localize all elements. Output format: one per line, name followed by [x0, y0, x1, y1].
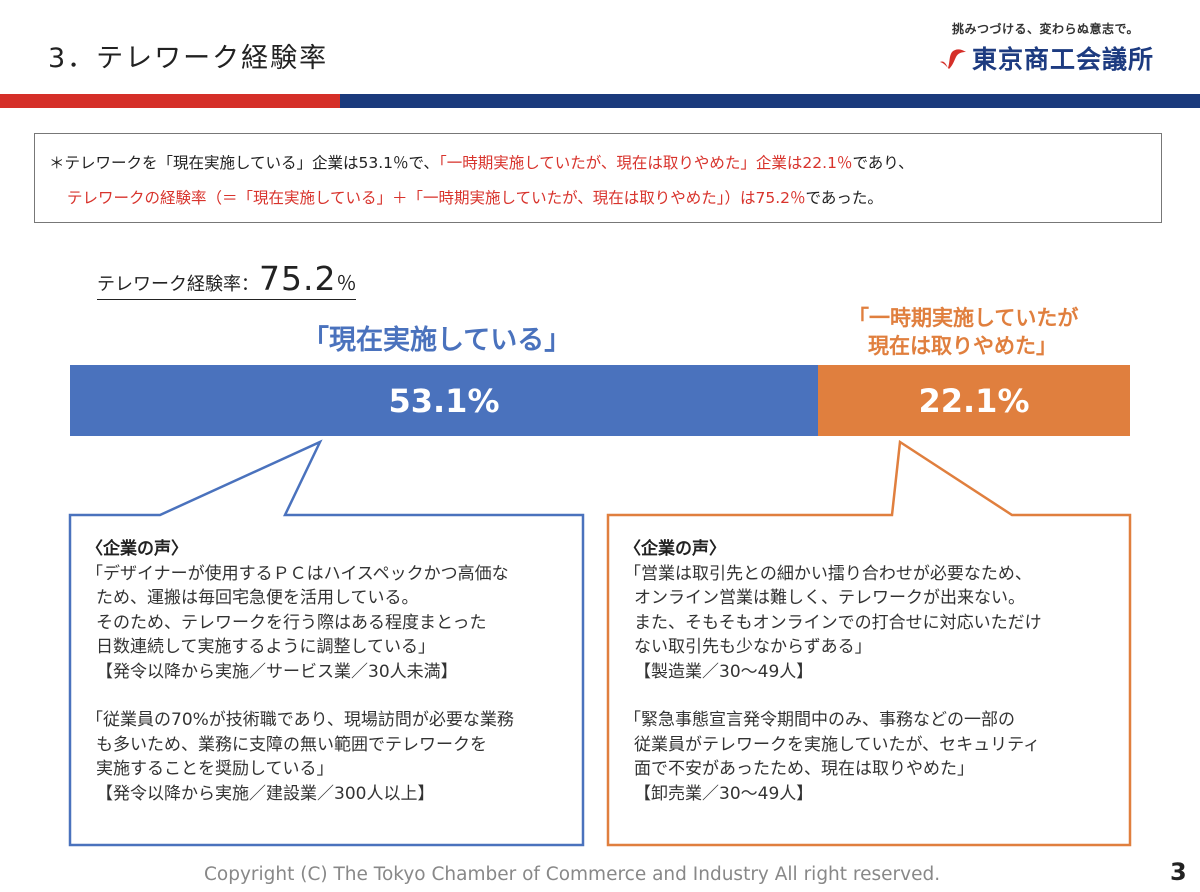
experience-rate-heading: テレワーク経験率：75.2％	[97, 259, 357, 300]
summary-highlight: テレワークの経験率（＝「現在実施している」＋「一時期実施していたが、現在は取りや…	[67, 189, 806, 207]
page-number: 3	[1170, 858, 1187, 886]
quote-line: 従業員がテレワークを実施していたが、セキュリティ	[634, 734, 1041, 755]
experience-rate-value: 75.2	[259, 259, 337, 298]
quote-attribution: 【発令以降から実施／建設業／300人以上】	[96, 783, 435, 804]
quote-line: 「従業員の70%が技術職であり、現場訪問が必要な業務	[86, 710, 514, 730]
page-title: 3．テレワーク経験率	[48, 43, 329, 74]
header-band-red	[0, 94, 340, 108]
quote-line: 日数連続して実施するように調整している」	[96, 637, 435, 657]
previously-implemented-label: 「一時期実施していたが 現在は取りやめた」	[848, 304, 1078, 360]
label-line: 現在は取りやめた」	[868, 334, 1057, 358]
voices-heading: 〈企業の声〉	[86, 539, 188, 559]
tcci-mark-icon	[940, 49, 966, 69]
bar-value-current: 53.1%	[388, 381, 500, 420]
current-implementing-label: 「現在実施している」	[302, 325, 572, 356]
org-logo: 東京商工会議所	[938, 40, 1154, 76]
quote-line: オンライン営業は難しく、テレワークが出来ない。	[634, 588, 1025, 608]
copyright-footer: Copyright (C) The Tokyo Chamber of Comme…	[204, 864, 941, 885]
quote-line: も多いため、業務に支障の無い範囲でテレワークを	[96, 734, 487, 755]
company-voices-past: 〈企業の声〉 「営業は取引先との細かい擂り合わせが必要なため、 オンライン営業は…	[624, 537, 1124, 806]
summary-line-2: テレワークの経験率（＝「現在実施している」＋「一時期実施していたが、現在は取りや…	[49, 181, 1161, 216]
quote-line: ない取引先も少なからずある」	[634, 637, 872, 657]
quote-attribution: 【発令以降から実施／サービス業／30人未満】	[96, 661, 458, 682]
summary-highlight: 「一時期実施していたが、現在は取りやめた」企業は22.1％	[438, 154, 853, 172]
summary-line-1: ＊テレワークを「現在実施している」企業は53.1％で、「一時期実施していたが、現…	[49, 146, 1161, 181]
summary-box: ＊テレワークを「現在実施している」企業は53.1％で、「一時期実施していたが、現…	[34, 133, 1162, 223]
quote-line: 実施することを奨励している」	[96, 759, 334, 779]
experience-rate-unit: ％	[336, 271, 357, 295]
quote-line: そのため、テレワークを行う際はある程度まとった	[96, 612, 487, 633]
summary-text: ＊テレワークを「現在実施している」企業は53.1％で、	[49, 154, 439, 172]
summary-text: であり、	[852, 154, 914, 172]
quote-line: 「デザイナーが使用するＰＣはハイスペックかつ高価な	[86, 563, 509, 584]
summary-text: であった。	[805, 189, 883, 207]
experience-rate-label: テレワーク経験率：	[97, 274, 259, 295]
quote-line: 「営業は取引先との細かい擂り合わせが必要なため、	[624, 563, 1032, 584]
voices-heading: 〈企業の声〉	[624, 539, 726, 559]
quote-line: 「緊急事態宣言発令期間中のみ、事務などの一部の	[624, 710, 1015, 730]
header-band-blue	[340, 94, 1200, 108]
org-tagline: 挑みつづける、変わらぬ意志で。	[952, 22, 1140, 36]
bar-segment-current: 53.1%	[70, 365, 818, 436]
bar-segment-past: 22.1%	[818, 365, 1130, 436]
quote-attribution: 【製造業／30～49人】	[634, 661, 814, 682]
company-voices-current: 〈企業の声〉 「デザイナーが使用するＰＣはハイスペックかつ高価な ため、運搬は毎…	[86, 537, 576, 806]
bar-value-past: 22.1%	[918, 381, 1030, 420]
org-name: 東京商工会議所	[972, 45, 1155, 74]
quote-line: ため、運搬は毎回宅急便を活用している。	[96, 588, 419, 608]
quote-line: 面で不安があったため、現在は取りやめた」	[634, 759, 974, 779]
quote-attribution: 【卸売業／30～49人】	[634, 783, 814, 804]
quote-line: また、そもそもオンラインでの打合せに対応いただけ	[634, 612, 1042, 633]
label-line: 「一時期実施していたが	[848, 306, 1079, 330]
